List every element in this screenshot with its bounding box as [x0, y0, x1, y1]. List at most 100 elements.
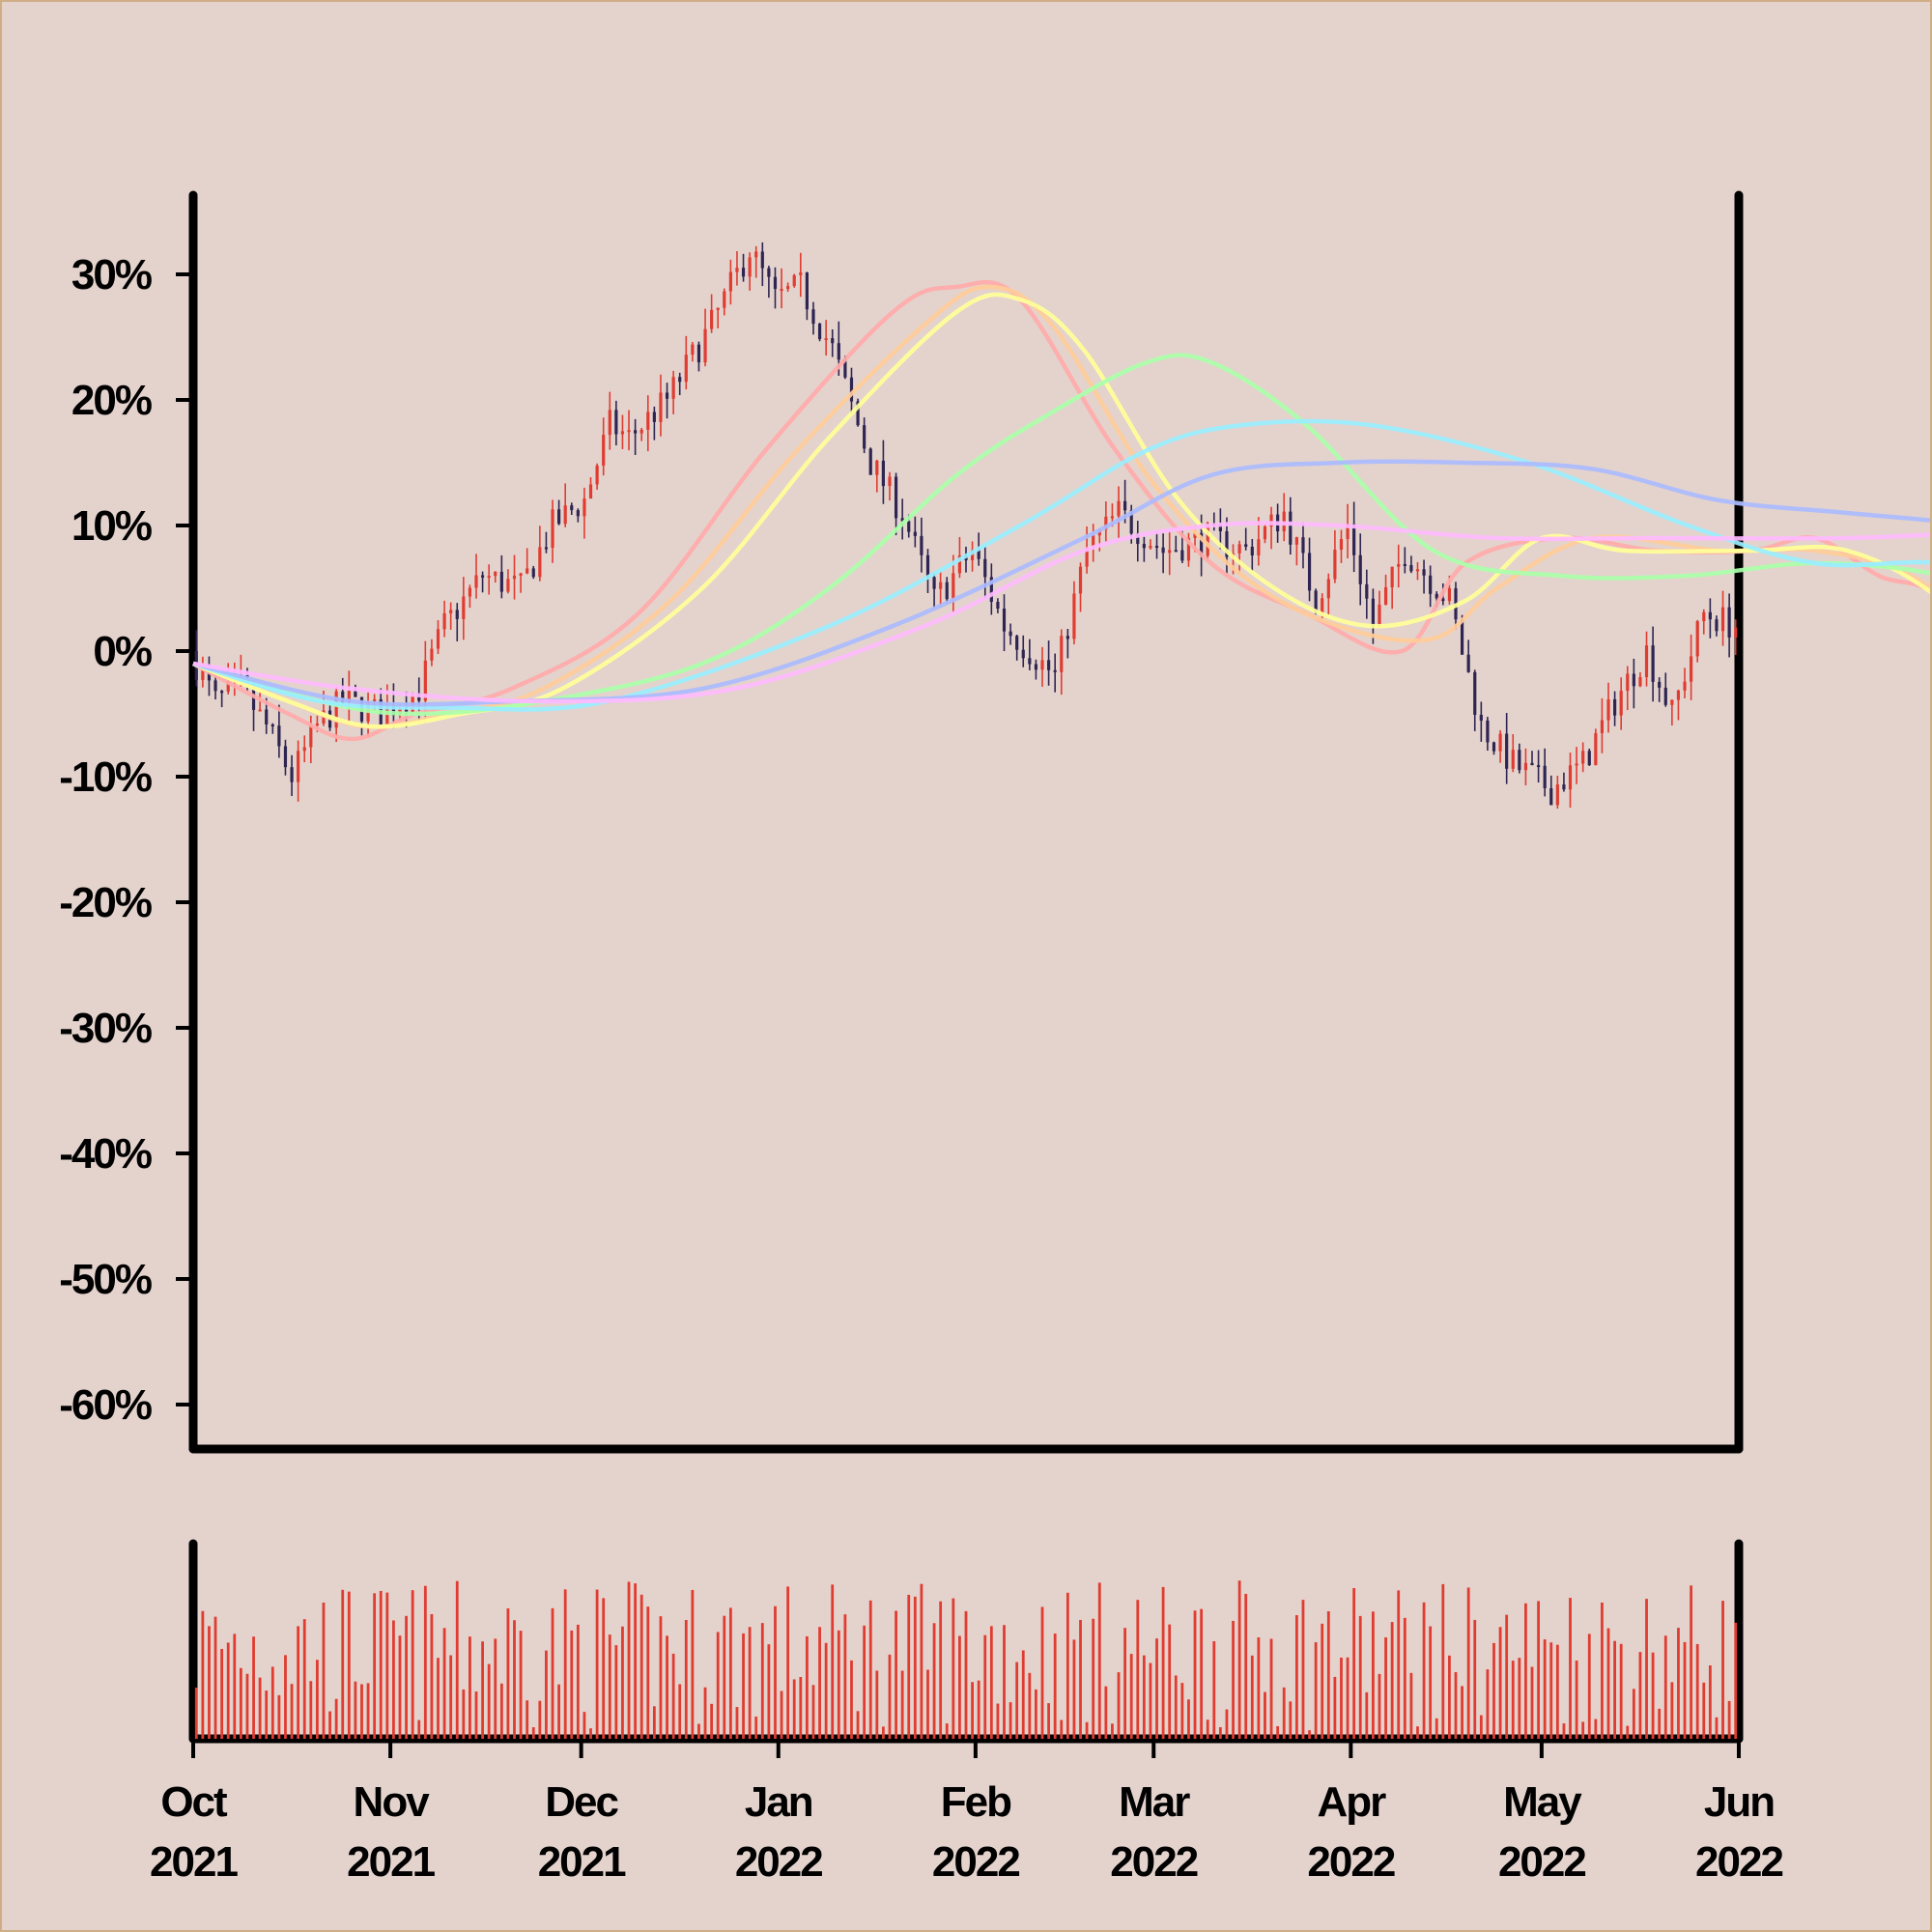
candle-body	[391, 705, 396, 716]
volume-bar	[1594, 1719, 1598, 1739]
candle	[551, 499, 554, 563]
candle-body	[220, 691, 224, 694]
volume-bar	[691, 1589, 695, 1739]
volume-bar	[1505, 1614, 1509, 1739]
candle	[1186, 532, 1191, 567]
candle-body	[499, 571, 503, 592]
volume-bar	[1486, 1669, 1490, 1739]
candle-body	[1683, 681, 1687, 691]
x-tick-year-label: 2022	[932, 1838, 1019, 1886]
candle-body	[270, 724, 274, 726]
candle-body	[1663, 687, 1667, 705]
candle-body	[602, 435, 606, 466]
candle-body	[1518, 750, 1521, 771]
candle	[1555, 776, 1559, 810]
candle-body	[888, 476, 892, 487]
candle	[487, 564, 491, 595]
candle-body	[1555, 784, 1559, 806]
y-tick-label: -10%	[59, 753, 152, 801]
volume-bar	[1683, 1641, 1687, 1739]
candle	[831, 329, 835, 357]
candle	[283, 739, 288, 776]
candle-body	[786, 286, 790, 290]
candle	[888, 471, 892, 501]
volume-bar	[284, 1655, 287, 1739]
volume-bar	[639, 1594, 643, 1739]
volume-bar	[1187, 1699, 1190, 1739]
candle	[277, 704, 281, 758]
y-tick-label: 0%	[93, 628, 151, 675]
volume-bar	[1035, 1689, 1037, 1739]
volume-bar	[1079, 1619, 1082, 1739]
candle-body	[404, 708, 409, 712]
candle-body	[1352, 524, 1356, 555]
volume-bar	[519, 1631, 523, 1739]
candle	[1009, 623, 1012, 645]
x-tick-year-label: 2022	[1307, 1838, 1394, 1886]
volume-bar	[1244, 1593, 1248, 1739]
volume-bar	[1587, 1634, 1591, 1739]
candle	[716, 307, 720, 328]
candle-body	[544, 547, 549, 550]
candle	[767, 266, 771, 298]
candle-body	[290, 767, 294, 782]
candle	[1046, 640, 1051, 686]
volume-bar	[888, 1654, 892, 1739]
candle-body	[1129, 510, 1133, 534]
volume-bar	[1549, 1642, 1553, 1739]
volume-bar	[945, 1723, 949, 1739]
volume-bar	[1695, 1643, 1699, 1739]
candle-body	[913, 531, 917, 536]
candle-body	[703, 328, 707, 363]
candle-body	[634, 430, 638, 434]
volume-bar	[1530, 1666, 1534, 1739]
volume-bar	[684, 1619, 688, 1739]
volume-bar	[194, 1688, 198, 1739]
volume-bar	[900, 1670, 904, 1739]
volume-bar	[290, 1684, 294, 1739]
candle-body	[474, 575, 478, 588]
candle	[1562, 772, 1566, 792]
volume-bar	[1065, 1592, 1069, 1739]
volume-bar	[735, 1707, 739, 1739]
candle	[1727, 593, 1731, 658]
candle-body	[996, 602, 1000, 609]
candle	[614, 400, 618, 446]
volume-bar	[1149, 1662, 1152, 1739]
volume-bar	[1581, 1721, 1585, 1739]
candle-body	[614, 410, 618, 435]
volume-bar	[513, 1620, 516, 1739]
candle-body	[494, 571, 497, 577]
candle	[1658, 677, 1662, 702]
volume-bar	[385, 1592, 389, 1739]
volume-bar	[258, 1677, 262, 1739]
candle-body	[1168, 550, 1172, 554]
volume-bar	[728, 1607, 732, 1739]
candle-body	[1390, 566, 1394, 588]
candle-body	[817, 324, 822, 340]
candle	[602, 417, 606, 476]
candle	[691, 341, 695, 362]
candle	[290, 754, 294, 797]
candle-body	[297, 751, 300, 782]
candle	[659, 374, 663, 437]
candle	[1289, 497, 1293, 555]
candle	[970, 541, 975, 572]
candle-body	[430, 648, 434, 661]
candle-body	[952, 573, 955, 600]
moving-average-line-4	[192, 353, 1930, 717]
candle-body	[1244, 544, 1248, 547]
volume-bar	[805, 1635, 809, 1739]
candle	[207, 656, 212, 696]
candle	[1422, 559, 1426, 594]
candle-body	[373, 698, 377, 702]
candle	[1486, 717, 1490, 752]
volume-bar	[792, 1679, 796, 1739]
candle	[652, 406, 656, 440]
candle-body	[1301, 537, 1305, 554]
x-tick-year-label: 2021	[538, 1838, 626, 1886]
candle	[780, 268, 783, 309]
volume-bar	[716, 1632, 720, 1739]
volume-bar	[1702, 1682, 1706, 1739]
candle-body	[1078, 566, 1083, 594]
